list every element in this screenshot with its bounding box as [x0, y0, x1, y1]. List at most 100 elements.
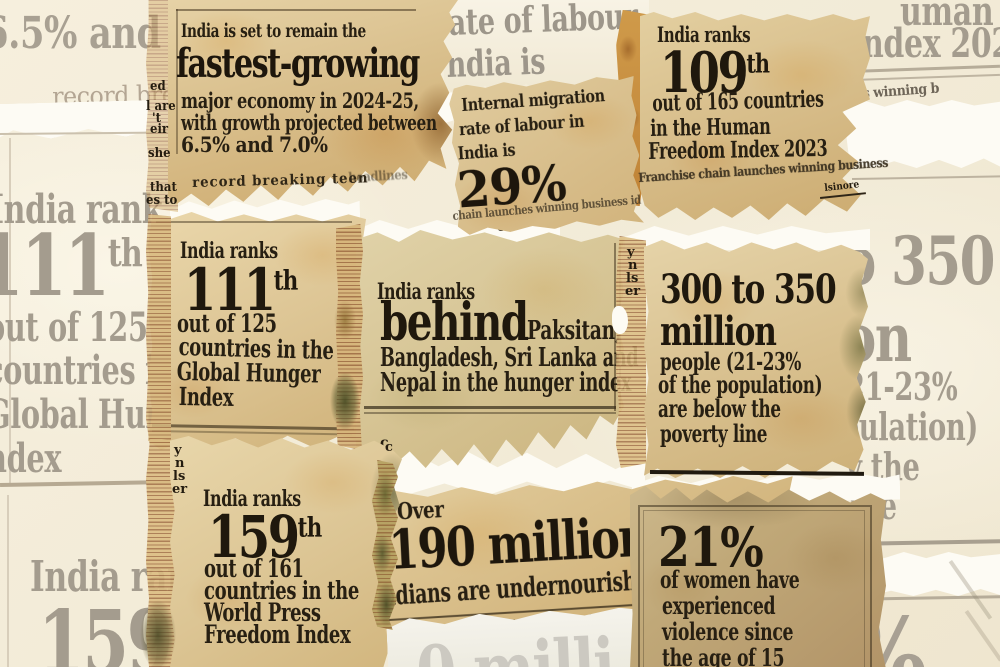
violence-border-inner [643, 510, 865, 667]
behind-l1: India ranks [377, 279, 475, 305]
hunger-rank-top-rule [156, 221, 352, 223]
margin-fragment: es to [146, 193, 178, 208]
hunger-rank-l1: India ranks [180, 238, 278, 264]
hunger-rank-num: 111 [184, 256, 276, 324]
growth-l2: major economy in 2024-25, [181, 88, 419, 113]
margin-fragment: ed [150, 79, 166, 94]
faded-bottom-big: 0 milli [415, 628, 615, 667]
edge-fragment: er [625, 284, 641, 299]
growth-torn-text-2: headlines [347, 167, 408, 186]
violence-l4: violence since [662, 617, 794, 646]
clipping-freedom [640, 12, 870, 220]
c-fragment-top: c [385, 440, 393, 455]
freedom-l1: India ranks [657, 22, 751, 47]
bg-left-rank: 111th [0, 224, 143, 308]
hunger-rank-l5: Index [178, 382, 234, 412]
violence-l2: of women have [660, 565, 800, 594]
bg-topright-f1: uman [900, 0, 994, 35]
edge-fragment: ls [173, 469, 186, 484]
bg-topright-f2: ndex 2023 [862, 20, 1000, 67]
behind-l3: Nepal in the hunger index [380, 368, 632, 398]
poverty-l3: people (21-23% [660, 347, 802, 376]
newsprint-strip [616, 236, 646, 468]
clipping-press [170, 436, 402, 667]
bg-faint-mark [964, 610, 1000, 662]
edge-fragment: er [172, 482, 188, 497]
behind-l2: Bangladesh, Sri Lanka and [380, 343, 639, 373]
freedom-number: 109th [660, 45, 770, 101]
violence-big: 21% [658, 515, 764, 579]
hunger-rank-l2: out of 125 [177, 309, 277, 338]
bg-rule-tr3 [852, 175, 1000, 180]
edge-fragment: n [628, 258, 638, 273]
clipping-poverty [644, 240, 868, 478]
violence-l5: the age of 15 [662, 643, 785, 667]
behind-bottom-rule2 [364, 412, 616, 414]
bg-column-rule-2 [7, 495, 9, 667]
poverty-l5: are below the [658, 394, 781, 423]
press-number: 159th [208, 508, 323, 566]
c-fragment: c [380, 435, 389, 451]
press-rank-num: 159 [208, 503, 300, 571]
bg-rule-tr2 [853, 73, 1000, 81]
torn-white-notch [612, 306, 628, 334]
poverty-l4: of the population) [658, 370, 823, 399]
bg-left-l2: out of 125 [0, 304, 148, 351]
margin-fragment: l are [146, 99, 176, 114]
bg-topmid-l2: ndia is [445, 40, 546, 86]
margin-fragment: 't [152, 111, 161, 126]
behind-bottom-rule1 [364, 406, 616, 409]
edge-fragment: y [627, 245, 635, 260]
ink-blob [334, 300, 356, 340]
newsprint-strip [146, 214, 171, 446]
press-l1: India ranks [203, 486, 301, 512]
press-l3: countries in the [204, 576, 359, 605]
bg-left-l4: Global Hun [0, 391, 166, 438]
margin-fragment: eir [150, 122, 169, 137]
torn-white-band-tr [843, 100, 1000, 168]
bg-left-l5: ndex [0, 435, 62, 482]
hunger-rank-sup: th [273, 265, 299, 297]
press-rank-sup: th [297, 512, 323, 544]
ink-blob [140, 600, 176, 667]
bg-left-num: 111 [0, 216, 110, 315]
clipping-behind [356, 230, 624, 468]
bg-column-rule [9, 138, 11, 483]
edge-fragment: n [175, 456, 185, 471]
clipping-growth [168, 0, 458, 206]
behind-big: behind [380, 292, 529, 353]
growth-headline: fastest-growing [176, 40, 420, 87]
bg-topmid-l1: ate of labour [447, 0, 639, 44]
violence-border-outer [638, 505, 872, 667]
behind-after: Paksitan, [527, 316, 621, 346]
bg-left-sup: th [107, 231, 143, 276]
poverty-l6: poverty line [660, 419, 768, 448]
growth-torn-text: record breaking teen [191, 170, 369, 191]
edge-fragment: y [174, 443, 182, 458]
growth-left-rule [176, 9, 178, 154]
freedom-l2: out of 165 countries [651, 85, 824, 117]
margin-fragment: that [150, 180, 177, 195]
hunger-rank-number: 111th [184, 261, 299, 319]
press-l4: World Press [204, 598, 321, 627]
growth-l4: 6.5% and 7.0% [181, 132, 328, 157]
bg-right-3: pulation) [840, 404, 979, 449]
migration-l2: rate of labour in [458, 110, 585, 141]
bg-left-l1: India rank [0, 186, 163, 233]
press-l2: out of 161 [204, 554, 304, 583]
violence-l3: experienced [662, 591, 776, 620]
freedom-rank-num: 109 [660, 40, 749, 106]
growth-intro: India is set to remain the [181, 20, 366, 42]
poverty-l2: million [660, 308, 777, 355]
edge-fragment: ls [626, 271, 639, 286]
freedom-rank-sup: th [746, 49, 770, 80]
growth-top-rule [176, 9, 416, 11]
press-l5: Freedom Index [204, 620, 351, 649]
growth-l3: with growth projected between [181, 110, 437, 135]
margin-fragment: she [148, 146, 171, 161]
ink-blob [330, 372, 360, 430]
clipping-violence [630, 485, 886, 667]
clipping-hunger-rank [148, 212, 366, 450]
poverty-l1: 300 to 350 [660, 266, 837, 313]
